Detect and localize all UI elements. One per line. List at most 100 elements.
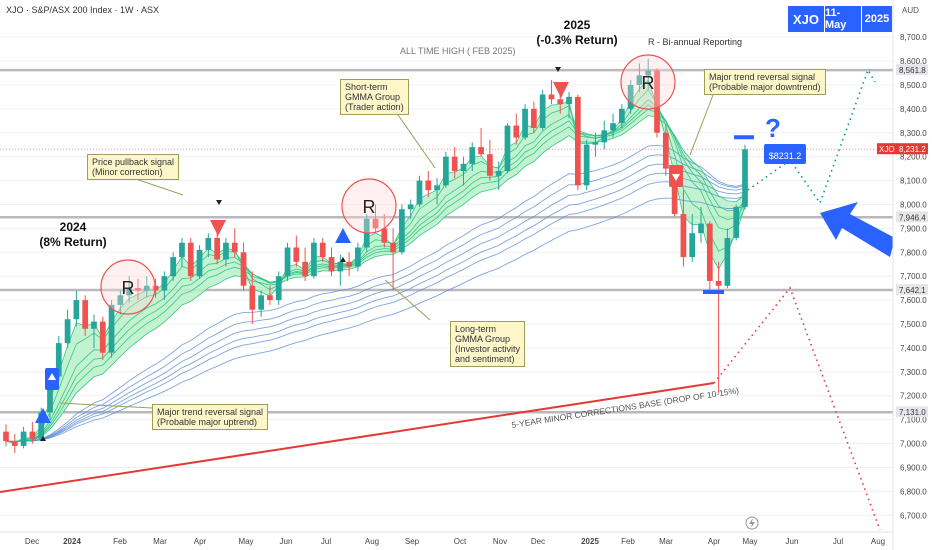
candle-body-3 (29, 431, 36, 439)
level-tag-bg-3 (896, 406, 928, 418)
candle-body-61 (539, 94, 546, 128)
reporting-r-0: R (122, 278, 135, 298)
level-tag-corrections-base: 7,131.0 (899, 408, 926, 417)
date-badge[interactable]: 11-May (825, 6, 861, 32)
y-tick-label-7: 7,400.0 (900, 344, 927, 353)
short-gmma-line-4 (5, 108, 746, 443)
x-tick-label-16: Apr (708, 537, 721, 546)
long-gmma-line-1 (5, 154, 746, 442)
x-tick-label-3: Mar (153, 537, 167, 546)
candle-body-48 (425, 180, 432, 191)
reporting-circle-0 (100, 259, 156, 315)
level-tag-all-time-high: 8,561.8 (899, 66, 926, 75)
currency-label: AUD (902, 6, 919, 15)
y-tick-label-2: 6,900.0 (900, 463, 927, 472)
candle-body-29 (258, 295, 264, 310)
candle-body-25 (223, 242, 229, 260)
candle-body-50 (443, 156, 449, 186)
candle-body-32 (284, 247, 291, 277)
candle-body-1 (11, 441, 18, 446)
date-badge-text: 11-May (825, 7, 847, 31)
candle-body-66 (583, 144, 590, 186)
candle-body-21 (187, 242, 194, 277)
y-tick-label-16: 8,300.0 (900, 129, 927, 138)
candle-body-51 (451, 156, 458, 172)
candle-body-35 (311, 242, 317, 277)
candle-body-78 (689, 233, 696, 258)
x-tick-label-15: Mar (659, 537, 673, 546)
x-tick-label-9: Sep (405, 537, 420, 546)
candle-body-7 (64, 319, 71, 344)
sell-signal-1 (210, 220, 226, 236)
projection-price-text: $8231.2 (769, 151, 802, 161)
y-tick-label-1: 6,800.0 (900, 487, 927, 496)
bearish-projection (713, 286, 881, 531)
y-tick-label-15: 8,200.0 (900, 153, 927, 162)
candle-body-75 (662, 132, 669, 169)
y-tick-label-0: 6,700.0 (900, 511, 927, 520)
callout-leader-2 (384, 279, 431, 321)
candle-body-22 (196, 249, 203, 277)
y-tick-label-6: 7,300.0 (900, 368, 927, 377)
ticker-tag-bg (877, 143, 897, 155)
year-badge[interactable]: 2025 (862, 6, 892, 32)
long-gmma-line-3 (5, 172, 746, 442)
x-tick-label-13: 2025 (581, 537, 599, 546)
level-tag-support-2: 7,642.1 (899, 286, 926, 295)
label-2024-return: 2024 (8% Return) (39, 220, 107, 249)
reporting-r-2: R (642, 73, 655, 93)
y-tick-label-12: 7,900.0 (900, 224, 927, 233)
candle-body-10 (91, 321, 97, 329)
candle-body-83 (733, 206, 740, 238)
base-label: 5-YEAR MINOR CORRECTIONS BASE (DROP OF 1… (511, 385, 740, 430)
events-lightning-icon (745, 516, 759, 530)
candle-body-42 (372, 218, 379, 229)
reporting-label: R - Bi-annual Reporting (648, 37, 742, 47)
level-tag-bg-0 (896, 64, 928, 76)
callout-reversal-up: Major trend reversal signal (Probable ma… (152, 404, 269, 430)
candle-body-53 (469, 147, 476, 164)
candle-body-55 (487, 154, 493, 176)
candle-body-49 (434, 185, 440, 191)
candle-body-62 (548, 94, 555, 100)
short-gmma-fill (6, 79, 745, 444)
x-tick-label-0: Dec (25, 537, 39, 546)
callout-leader-0 (129, 176, 184, 196)
candle-body-70 (618, 108, 625, 124)
short-gmma-line-5 (5, 115, 746, 443)
candle-body-47 (416, 180, 423, 205)
symbol-badge-text: XJO (792, 11, 819, 27)
candle-body-36 (319, 242, 326, 258)
y-tick-label-8: 7,500.0 (900, 320, 927, 329)
long-gmma-line-4 (5, 181, 746, 442)
y-tick-label-20: 8,700.0 (900, 33, 927, 42)
candle-body-82 (724, 237, 731, 286)
candle-body-58 (513, 125, 520, 138)
buy-arrow-glyph (48, 373, 56, 380)
y-tick-label-10: 7,700.0 (900, 272, 927, 281)
x-tick-label-17: May (742, 537, 757, 546)
candle-body-6 (55, 343, 62, 377)
x-tick-label-6: Jun (280, 537, 293, 546)
candle-body-18 (161, 276, 168, 291)
candle-body-27 (240, 252, 247, 286)
candle-body-23 (205, 237, 212, 250)
candle-body-52 (460, 163, 467, 172)
candle-body-60 (530, 108, 537, 128)
callout-pullback: Price pullback signal (Minor correction) (87, 154, 180, 180)
x-tick-label-5: May (238, 537, 253, 546)
long-gmma-line-2 (5, 163, 746, 442)
candle-body-45 (399, 209, 405, 253)
marker-top-2 (555, 67, 561, 72)
question-mark: ? (765, 113, 781, 143)
x-tick-label-10: Oct (454, 537, 467, 546)
candle-body-79 (698, 223, 704, 234)
candle-body-28 (249, 285, 256, 310)
symbol-badge[interactable]: XJO (788, 6, 824, 32)
candle-body-16 (143, 285, 150, 291)
candle-body-12 (108, 304, 115, 353)
projection-price-box (764, 144, 806, 164)
short-gmma-line-3 (5, 104, 746, 443)
